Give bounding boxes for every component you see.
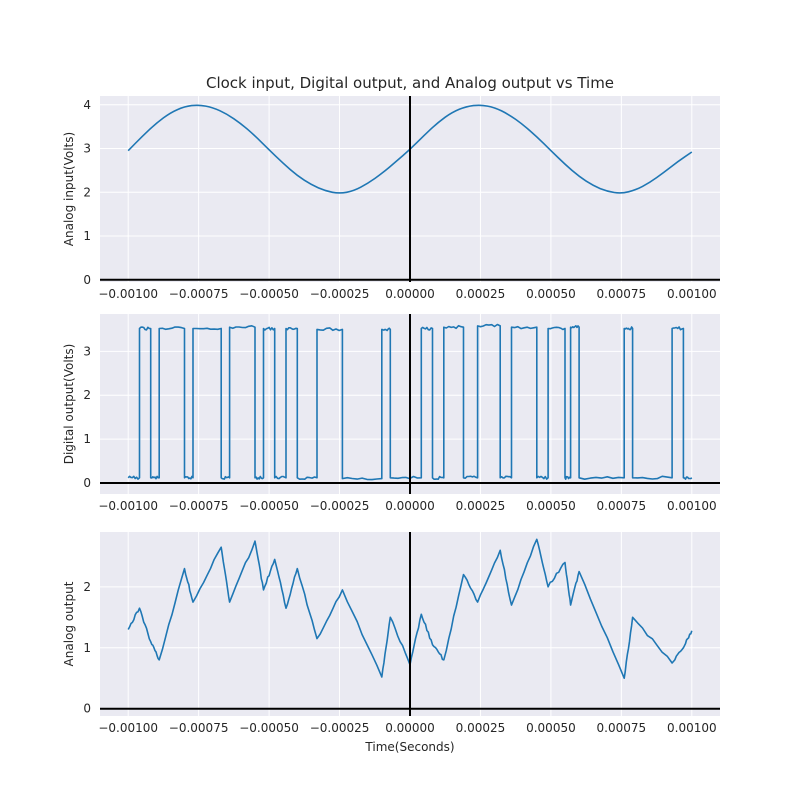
figure-title: Clock input, Digital output, and Analog …	[206, 74, 614, 92]
analog-output-ytick-label-0: 0	[83, 702, 91, 716]
digital-output-ytick-label-3: 3	[83, 344, 91, 358]
subplots: −0.00100 −0.00075 −0.00050 −0.00025 0.00000 0…	[62, 96, 720, 735]
analog-output-xtick-label-1: −0.00075	[169, 721, 229, 735]
analog-input-xtick-label-2: −0.00050	[239, 287, 299, 301]
analog-output-ytick-label-1: 1	[83, 641, 91, 655]
digital-output-xtick-label-5: 0.00025	[456, 499, 506, 513]
analog-output-xtick-label-5: 0.00025	[456, 721, 506, 735]
analog-input-ytick-label-2: 2	[83, 185, 91, 199]
analog-input-xtick-label-7: 0.00075	[597, 287, 647, 301]
digital-output-ytick-label-1: 1	[83, 432, 91, 446]
digital-output-xtick-label-2: −0.00050	[239, 499, 299, 513]
analog-input-xtick-label-8: 0.00100	[667, 287, 717, 301]
digital-output-xtick-label-1: −0.00075	[169, 499, 229, 513]
analog-input-ytick-label-4: 4	[83, 98, 91, 112]
digital-output-ytick-label-2: 2	[83, 388, 91, 402]
digital-output-xtick-label-4: 0.00000	[385, 499, 435, 513]
digital-output-xtick-label-0: −0.00100	[98, 499, 158, 513]
digital-output-ytick-label-0: 0	[83, 476, 91, 490]
digital-output-xtick-label-7: 0.00075	[597, 499, 647, 513]
analog-output-xtick-label-0: −0.00100	[98, 721, 158, 735]
analog-input-subplot: −0.00100 −0.00075 −0.00050 −0.00025 0.00000 0…	[62, 96, 720, 301]
analog-input-ytick-label-0: 0	[83, 273, 91, 287]
analog-output-subplot: −0.00100 −0.00075 −0.00050 −0.00025 0.00000 0…	[62, 532, 720, 735]
analog-input-xtick-label-0: −0.00100	[98, 287, 158, 301]
digital-output-xtick-label-3: −0.00025	[310, 499, 370, 513]
analog-output-xtick-label-7: 0.00075	[597, 721, 647, 735]
x-axis-label: Time(Seconds)	[364, 740, 454, 754]
analog-input-xtick-label-1: −0.00075	[169, 287, 229, 301]
analog-input-xtick-label-6: 0.00050	[526, 287, 576, 301]
analog-output-xtick-label-4: 0.00000	[385, 721, 435, 735]
analog-input-xtick-label-3: −0.00025	[310, 287, 370, 301]
analog-input-ytick-label-1: 1	[83, 229, 91, 243]
analog-output-ytick-label-2: 2	[83, 580, 91, 594]
analog-output-xtick-label-6: 0.00050	[526, 721, 576, 735]
analog-input-xtick-label-4: 0.00000	[385, 287, 435, 301]
analog-input-series-line	[127, 104, 693, 194]
digital-output-xtick-label-8: 0.00100	[667, 499, 717, 513]
analog-output-xtick-label-2: −0.00050	[239, 721, 299, 735]
digital-output-y-axis-label: Digital output(Volts)	[62, 344, 76, 465]
analog-output-xtick-label-8: 0.00100	[667, 721, 717, 735]
analog-input-xtick-label-5: 0.00025	[456, 287, 506, 301]
digital-output-subplot: −0.00100 −0.00075 −0.00050 −0.00025 0.00000 0…	[62, 314, 720, 513]
analog-output-y-axis-label: Analog output	[62, 581, 76, 666]
digital-output-series-line	[127, 323, 693, 481]
analog-output-xtick-label-3: −0.00025	[310, 721, 370, 735]
analog-input-ytick-label-3: 3	[83, 142, 91, 156]
digital-output-xtick-label-6: 0.00050	[526, 499, 576, 513]
analog-input-y-axis-label: Analog input(Volts)	[62, 132, 76, 246]
